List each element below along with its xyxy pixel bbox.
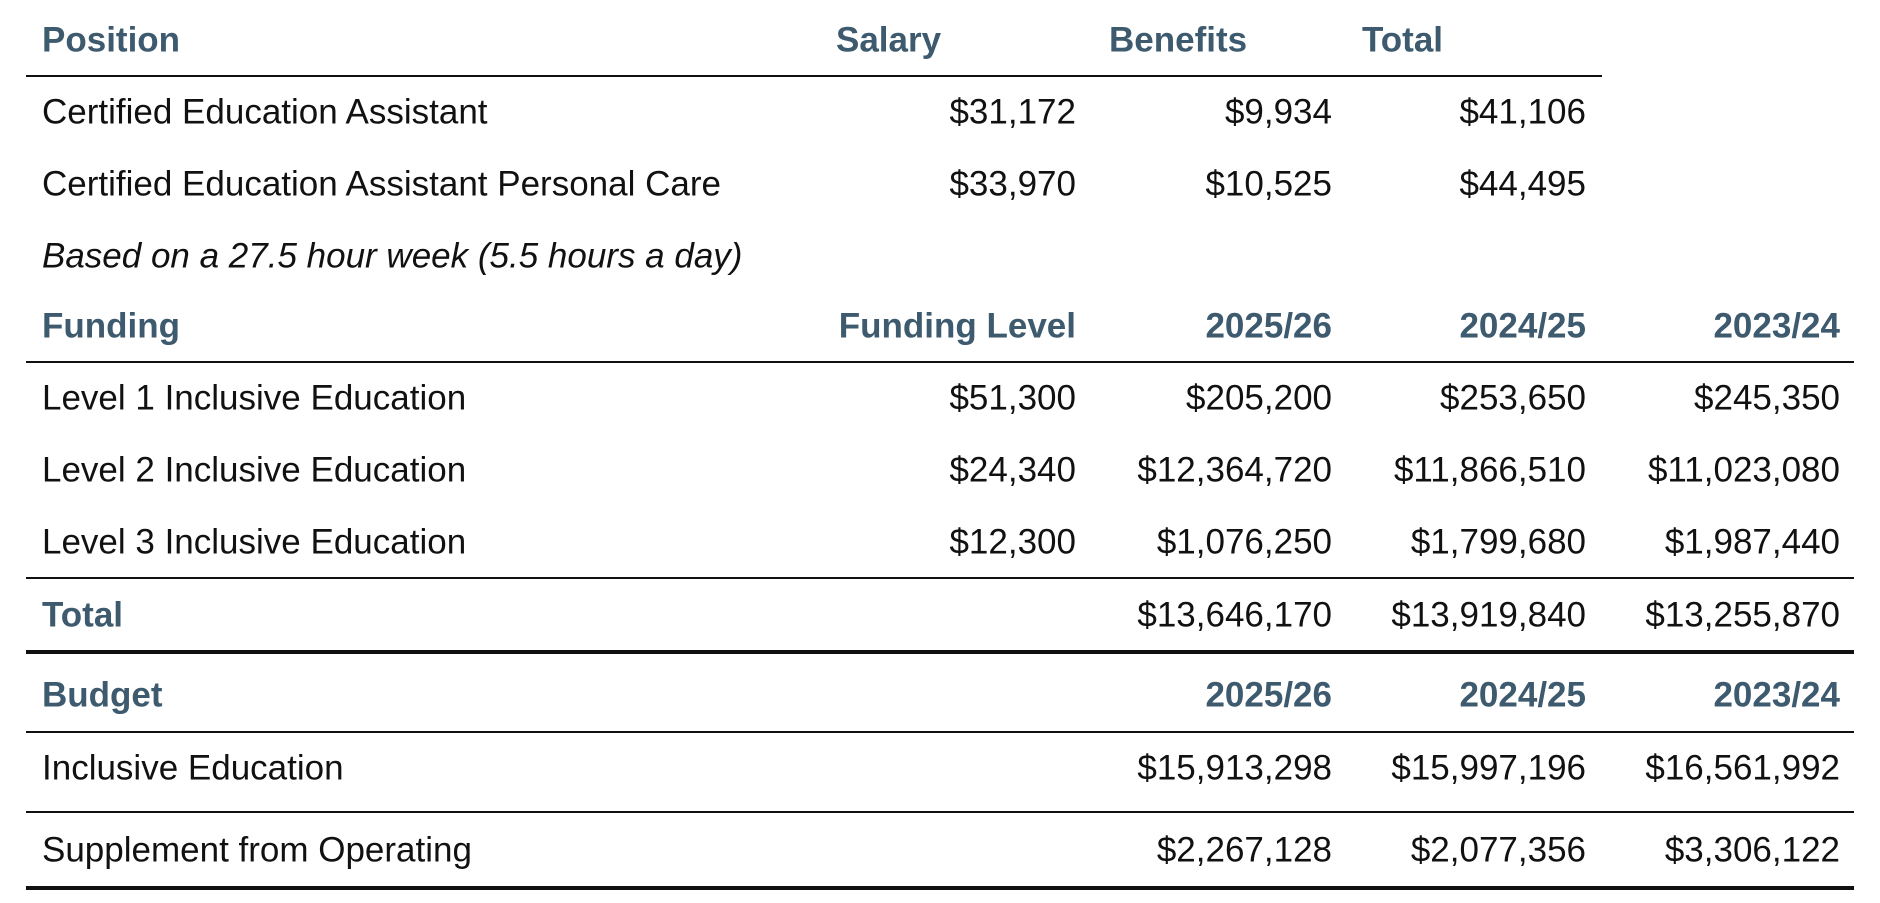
cell-value: $245,350 <box>1694 378 1840 417</box>
cell-value: $205,200 <box>1186 378 1332 417</box>
cell-value: $24,340 <box>949 450 1076 489</box>
cell-value: $44,495 <box>1459 164 1586 203</box>
column-header: Funding <box>42 306 180 345</box>
row-label: Certified Education Assistant Personal C… <box>42 164 721 203</box>
cell-value: $2,077,356 <box>1411 830 1586 869</box>
column-header: Position <box>42 20 180 59</box>
cell-value: $31,172 <box>949 92 1076 131</box>
column-header: 2023/24 <box>1713 675 1840 714</box>
row-label: Supplement from Operating <box>42 830 472 869</box>
row-label: Level 1 Inclusive Education <box>42 378 466 417</box>
column-header: 2024/25 <box>1459 306 1586 345</box>
cell-value: $253,650 <box>1440 378 1586 417</box>
cell-value: $51,300 <box>949 378 1076 417</box>
cell-value: $41,106 <box>1459 92 1586 131</box>
cell-value: $15,997,196 <box>1391 748 1586 787</box>
row-label: Certified Education Assistant <box>42 92 488 131</box>
column-header: Budget <box>42 675 163 714</box>
cell-value: $16,561,992 <box>1645 748 1840 787</box>
total-value: $13,255,870 <box>1645 595 1840 634</box>
column-header: 2025/26 <box>1205 306 1332 345</box>
cell-value: $15,913,298 <box>1137 748 1332 787</box>
cell-value: $11,023,080 <box>1648 450 1840 489</box>
cell-value: $2,267,128 <box>1157 830 1332 869</box>
cell-value: $1,799,680 <box>1411 522 1586 561</box>
total-value: $13,646,170 <box>1137 595 1332 634</box>
column-header: 2025/26 <box>1205 675 1332 714</box>
cell-value: $10,525 <box>1205 164 1332 203</box>
column-header: Benefits <box>1109 20 1247 59</box>
row-label: Level 3 Inclusive Education <box>42 522 466 561</box>
column-header: 2024/25 <box>1459 675 1586 714</box>
note: Based on a 27.5 hour week (5.5 hours a d… <box>42 236 742 275</box>
cell-value: $11,866,510 <box>1394 450 1586 489</box>
cell-value: $1,076,250 <box>1157 522 1332 561</box>
total-value: $13,919,840 <box>1391 595 1586 634</box>
row-label: Level 2 Inclusive Education <box>42 450 466 489</box>
total-label: Total <box>42 595 123 634</box>
column-header: 2023/24 <box>1713 306 1840 345</box>
cell-value: $12,300 <box>949 522 1076 561</box>
column-header: Total <box>1362 20 1443 59</box>
cell-value: $12,364,720 <box>1137 450 1332 489</box>
cell-value: $1,987,440 <box>1665 522 1840 561</box>
column-header: Salary <box>836 20 942 59</box>
cell-value: $3,306,122 <box>1665 830 1840 869</box>
cell-value: $33,970 <box>949 164 1076 203</box>
row-label: Inclusive Education <box>42 748 344 787</box>
column-header: Funding Level <box>839 306 1076 345</box>
cell-value: $9,934 <box>1225 92 1332 131</box>
